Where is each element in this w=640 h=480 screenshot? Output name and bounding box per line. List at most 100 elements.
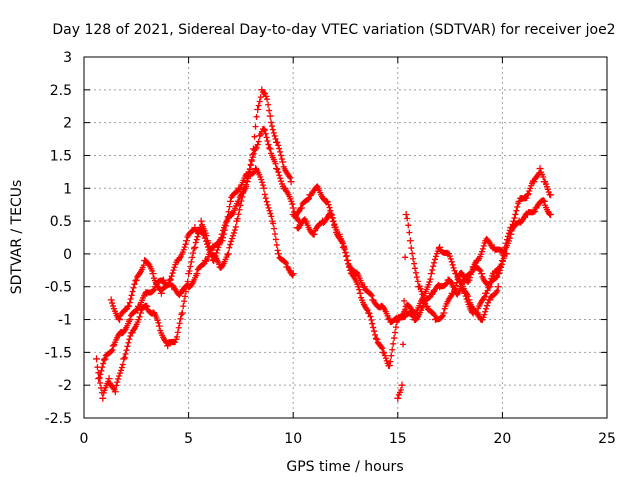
data-marker bbox=[452, 282, 459, 289]
data-point bbox=[126, 316, 134, 324]
data-point bbox=[101, 355, 109, 363]
data-marker bbox=[389, 346, 396, 353]
data-marker bbox=[282, 260, 289, 267]
data-marker bbox=[194, 233, 201, 240]
data-marker bbox=[108, 348, 115, 355]
data-marker bbox=[246, 166, 253, 173]
data-marker bbox=[288, 198, 295, 205]
data-marker bbox=[412, 269, 419, 276]
data-marker bbox=[421, 297, 428, 304]
data-marker bbox=[401, 297, 408, 304]
data-marker bbox=[429, 266, 436, 273]
data-marker bbox=[543, 183, 550, 190]
data-marker bbox=[526, 188, 533, 195]
data-marker bbox=[340, 243, 347, 250]
data-marker bbox=[203, 241, 210, 248]
data-marker bbox=[186, 267, 193, 274]
x-tick-label: 25 bbox=[598, 431, 616, 447]
data-marker bbox=[224, 251, 231, 258]
data-marker bbox=[261, 127, 268, 134]
data-marker bbox=[504, 236, 511, 243]
data-marker bbox=[371, 328, 378, 335]
data-marker bbox=[116, 372, 123, 379]
data-marker bbox=[453, 279, 460, 286]
data-marker bbox=[124, 343, 131, 350]
data-marker bbox=[343, 252, 350, 259]
data-marker bbox=[270, 129, 277, 136]
data-marker bbox=[272, 135, 279, 142]
data-marker bbox=[165, 280, 172, 287]
data-marker bbox=[479, 245, 486, 252]
data-marker bbox=[133, 307, 140, 314]
data-marker bbox=[390, 340, 397, 347]
data-point bbox=[515, 197, 523, 205]
data-point bbox=[107, 296, 115, 304]
data-marker bbox=[126, 299, 133, 306]
data-marker bbox=[181, 298, 188, 305]
data-point bbox=[224, 250, 232, 258]
data-marker bbox=[131, 281, 138, 288]
data-marker bbox=[265, 101, 272, 108]
data-marker bbox=[414, 278, 421, 285]
data-marker bbox=[432, 253, 439, 260]
data-marker bbox=[237, 202, 244, 209]
data-point bbox=[402, 211, 410, 219]
data-marker bbox=[494, 273, 501, 280]
x-tick-label: 20 bbox=[493, 431, 511, 447]
data-marker bbox=[501, 248, 508, 255]
data-marker bbox=[482, 308, 489, 315]
data-marker bbox=[431, 256, 438, 263]
data-marker bbox=[531, 208, 538, 215]
data-marker bbox=[275, 169, 282, 176]
data-marker bbox=[410, 255, 417, 262]
data-marker bbox=[177, 315, 184, 322]
data-marker bbox=[400, 341, 407, 348]
data-marker bbox=[277, 152, 284, 159]
data-marker bbox=[255, 138, 262, 145]
data-marker bbox=[378, 343, 385, 350]
data-marker bbox=[381, 352, 388, 359]
data-marker bbox=[276, 145, 283, 152]
data-point bbox=[241, 184, 249, 192]
data-marker bbox=[149, 267, 156, 274]
data-marker bbox=[96, 374, 103, 381]
data-point bbox=[218, 230, 226, 238]
data-point bbox=[178, 309, 186, 317]
data-marker bbox=[305, 196, 312, 203]
data-point bbox=[99, 394, 107, 402]
data-marker bbox=[264, 201, 271, 208]
data-marker bbox=[418, 288, 425, 295]
data-marker bbox=[127, 296, 134, 303]
data-point bbox=[197, 217, 205, 225]
data-marker bbox=[117, 367, 124, 374]
x-tick-label: 15 bbox=[389, 431, 407, 447]
data-marker bbox=[100, 360, 107, 367]
data-marker bbox=[406, 229, 413, 236]
data-marker bbox=[189, 254, 196, 261]
data-marker bbox=[325, 201, 332, 208]
data-point bbox=[540, 197, 548, 205]
data-marker bbox=[119, 361, 126, 368]
data-marker bbox=[236, 206, 243, 213]
data-marker bbox=[109, 346, 116, 353]
data-marker bbox=[356, 286, 363, 293]
data-marker bbox=[402, 254, 409, 261]
data-marker bbox=[278, 156, 285, 163]
data-marker bbox=[274, 247, 281, 254]
data-point bbox=[436, 243, 444, 251]
data-marker bbox=[204, 244, 211, 251]
data-point bbox=[360, 283, 368, 291]
data-marker bbox=[164, 281, 171, 288]
data-marker bbox=[142, 302, 149, 309]
data-marker bbox=[125, 339, 132, 346]
data-marker bbox=[117, 370, 124, 377]
data-point bbox=[116, 316, 124, 324]
data-point bbox=[547, 191, 555, 199]
data-marker bbox=[342, 249, 349, 256]
data-marker bbox=[276, 172, 283, 179]
data-point bbox=[260, 125, 268, 133]
data-point bbox=[440, 309, 448, 317]
chart-title: Day 128 of 2021, Sidereal Day-to-day VTE… bbox=[52, 22, 615, 38]
data-marker bbox=[372, 331, 379, 338]
